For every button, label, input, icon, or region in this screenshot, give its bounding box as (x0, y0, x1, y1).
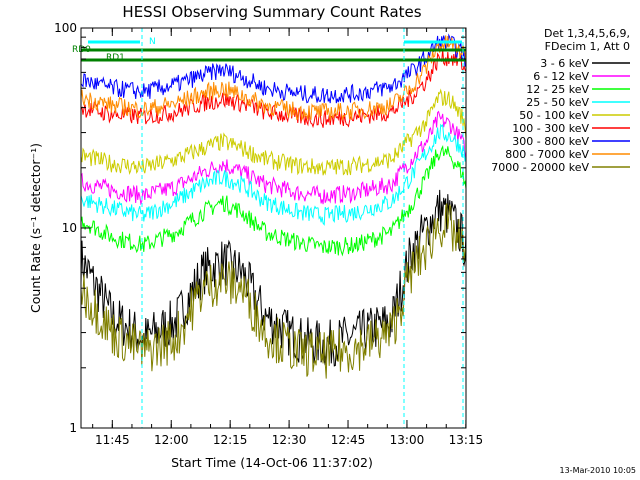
x-tick-label: 11:45 (95, 433, 130, 447)
legend-label: 12 - 25 keV (526, 83, 589, 96)
x-tick-label: 12:45 (331, 433, 366, 447)
series-line-12-25-kev (81, 145, 466, 257)
x-tick-label: 12:30 (272, 433, 307, 447)
legend-label: 3 - 6 keV (540, 57, 589, 70)
annotation-rd0: RD0 (72, 45, 91, 55)
series-line-50-100-kev (81, 88, 466, 176)
legend-label: 100 - 300 keV (512, 122, 589, 135)
legend-label: 50 - 100 keV (519, 109, 589, 122)
x-tick-label: 12:00 (154, 433, 189, 447)
series-line-25-50-kev (81, 123, 466, 226)
legend-label: 25 - 50 keV (526, 96, 589, 109)
series-line-800-7000-kev (81, 35, 466, 122)
series-line-100-300-kev (81, 49, 466, 129)
legend-label: 6 - 12 keV (533, 70, 589, 83)
legend-label: 800 - 7000 keV (505, 148, 589, 161)
y-tick-label: 100 (54, 21, 77, 35)
x-axis-title: Start Time (14-Oct-06 11:37:02) (171, 455, 373, 470)
footer-timestamp: 13-Mar-2010 10:05 (560, 466, 637, 475)
flag-layer (81, 28, 466, 428)
series-line-3-6-kev (81, 189, 466, 367)
axis-layer: 11:45 12:00 12:15 12:30 12:45 13:00 13:15 1 10 10… (54, 21, 483, 447)
chart-title: HESSI Observing Summary Count Rates (122, 3, 421, 21)
y-axis-title: Count Rate (s⁻¹ detector⁻¹) (28, 143, 43, 313)
series-line-7000-20000-kev (81, 203, 466, 379)
legend-label: 300 - 800 keV (512, 135, 589, 148)
series-line-300-800-kev (81, 33, 466, 104)
x-tick-label: 13:15 (449, 433, 484, 447)
legend-header-line-2: FDecim 1, Att 0 (545, 40, 630, 53)
y-tick-label: 10 (62, 221, 77, 235)
series-layer (81, 33, 466, 379)
annotation-rd1: RD1 (106, 53, 125, 63)
annotation-n: N (149, 37, 156, 47)
x-tick-label: 12:15 (213, 433, 248, 447)
series-line-6-12-kev (81, 110, 466, 206)
legend-header-line-1: Det 1,3,4,5,6,9, (544, 27, 630, 40)
legend-label: 7000 - 20000 keV (491, 161, 589, 174)
y-tick-label: 1 (69, 421, 77, 435)
legend: Det 1,3,4,5,6,9, FDecim 1, Att 0 3 - 6 k… (491, 27, 630, 174)
x-tick-label: 13:00 (390, 433, 425, 447)
